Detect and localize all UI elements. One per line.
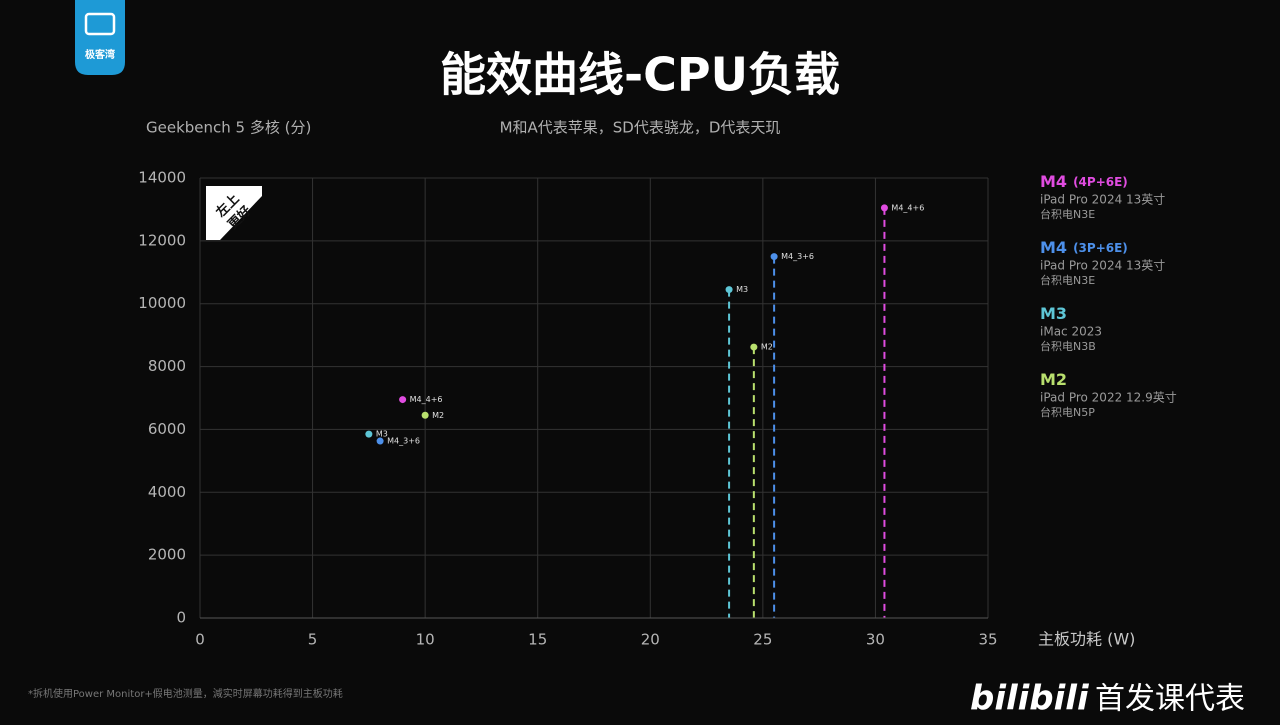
data-point (399, 396, 407, 404)
y-axis-label: Geekbench 5 多核 (分) (146, 119, 311, 137)
x-tick-label: 10 (416, 631, 435, 649)
y-tick-label: 10000 (138, 294, 186, 312)
point-label: M4_4+6 (410, 395, 443, 404)
x-tick-label: 15 (528, 631, 547, 649)
watermark-text: 首发课代表 (1095, 682, 1245, 717)
x-tick-label: 30 (866, 631, 885, 649)
logo: 极客湾 (75, 0, 125, 75)
x-tick-label: 20 (641, 631, 660, 649)
legend-label: M4 (1040, 238, 1067, 257)
data-point (880, 204, 888, 212)
legend-node: 台积电N5P (1040, 405, 1095, 419)
annotation-shape (206, 186, 262, 240)
data-point (421, 411, 429, 419)
x-tick-label: 35 (978, 631, 997, 649)
data-point (725, 286, 733, 294)
y-tick-label: 6000 (148, 420, 186, 438)
x-axis-label: 主板功耗 (W) (1038, 630, 1135, 649)
x-tick-label: 0 (195, 631, 205, 649)
watermark-logo: bilibili (970, 679, 1090, 719)
logo-icon (84, 12, 116, 36)
legend-spec: (4P+6E) (1073, 175, 1128, 189)
legend-device: iPad Pro 2024 13英寸 (1040, 259, 1165, 273)
point-label: M3 (736, 285, 748, 294)
chart-title: 能效曲线-CPU负载 (440, 48, 840, 102)
y-tick-label: 2000 (148, 546, 186, 564)
y-tick-label: 14000 (138, 169, 186, 187)
y-tick-label: 12000 (138, 231, 186, 249)
subtitle: M和A代表苹果，SD代表骁龙，D代表天玑 (500, 119, 781, 137)
y-tick-label: 4000 (148, 483, 186, 501)
legend-spec: (3P+6E) (1073, 241, 1128, 255)
data-point (376, 437, 384, 445)
point-label: M4_3+6 (387, 437, 420, 446)
legend-name: M3 (1040, 304, 1067, 323)
legend-device: iMac 2023 (1040, 325, 1102, 339)
legend-label: M2 (1040, 370, 1067, 389)
legend-node: 台积电N3B (1040, 339, 1096, 353)
legend-label: M3 (1040, 304, 1067, 323)
logo-text: 极客湾 (85, 48, 115, 61)
point-label: M3 (376, 430, 388, 439)
legend-device: iPad Pro 2024 13英寸 (1040, 193, 1165, 207)
data-point (750, 343, 758, 351)
legend-node: 台积电N3E (1040, 273, 1095, 287)
footnote: *拆机使用Power Monitor+假电池测量，減实时屏幕功耗得到主板功耗 (28, 687, 343, 700)
x-tick-label: 25 (753, 631, 772, 649)
data-point (365, 430, 373, 438)
legend-name: M4 (3P+6E) (1040, 238, 1128, 257)
point-label: M4_4+6 (891, 203, 924, 212)
legend-name: M4 (4P+6E) (1040, 172, 1128, 191)
point-label: M2 (432, 411, 444, 420)
point-label: M4_3+6 (781, 252, 814, 261)
point-label: M2 (761, 343, 773, 352)
data-point (770, 253, 778, 261)
legend-device: iPad Pro 2022 12.9英寸 (1040, 391, 1177, 405)
legend-node: 台积电N3E (1040, 207, 1095, 221)
y-tick-label: 8000 (148, 357, 186, 375)
logo-badge (75, 0, 125, 75)
y-tick-label: 0 (176, 609, 186, 627)
legend-label: M4 (1040, 172, 1067, 191)
x-tick-label: 5 (308, 631, 318, 649)
legend-name: M2 (1040, 370, 1067, 389)
